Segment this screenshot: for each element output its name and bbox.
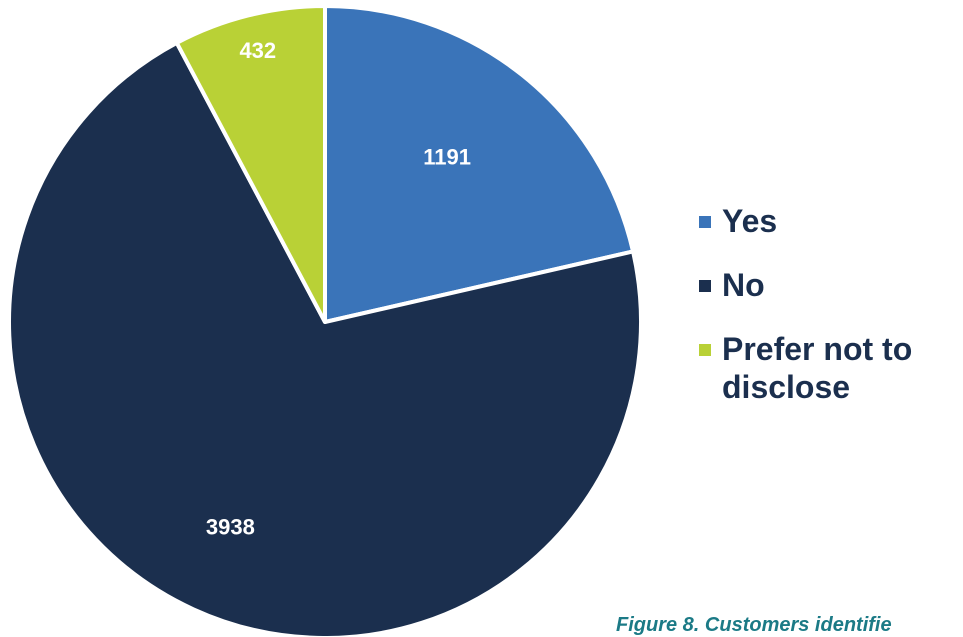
- legend-label-yes: Yes: [722, 203, 778, 239]
- legend-swatch-prefer-not: [699, 344, 711, 356]
- pie-slice-no: [7, 40, 643, 636]
- pie-data-labels: 1191 3938 432: [206, 38, 471, 540]
- data-label-no: 3938: [206, 515, 255, 540]
- legend-item-yes: Yes: [696, 202, 963, 240]
- legend-item-prefer-not: Prefer not to disclose: [696, 330, 963, 406]
- legend: Yes No Prefer not to disclose: [696, 202, 963, 432]
- figure-caption: Figure 8. Customers identifie: [616, 614, 892, 636]
- legend-label-prefer-not-line2: disclose: [722, 369, 851, 405]
- data-label-yes: 1191: [423, 145, 471, 170]
- legend-swatch-no: [699, 280, 711, 292]
- pie-slice-yes: [323, 4, 636, 324]
- data-label-prefer-not: 432: [239, 38, 276, 63]
- legend-swatch-yes: [699, 216, 711, 228]
- legend-label-prefer-not-line1: Prefer not to: [722, 331, 913, 367]
- pie-slices: [7, 4, 643, 636]
- legend-label-no: No: [722, 267, 765, 303]
- pie-slice-prefer-not: [174, 4, 327, 324]
- legend-item-no: No: [696, 266, 963, 304]
